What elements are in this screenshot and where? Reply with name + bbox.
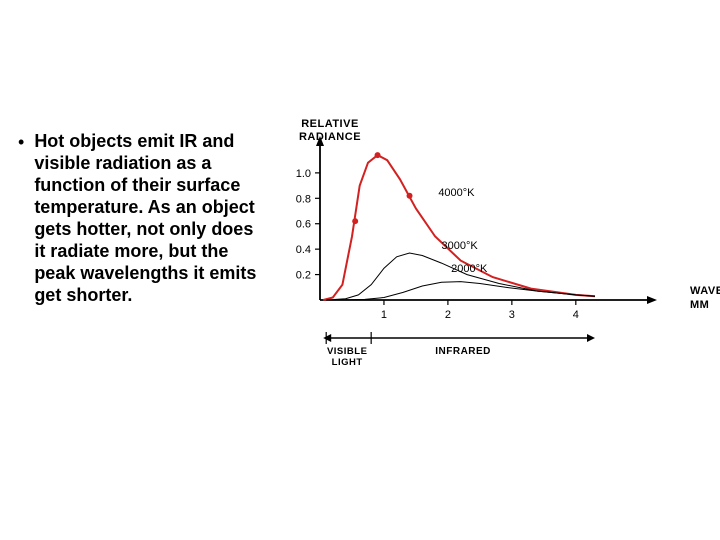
y-tick-label: 0.6 (296, 219, 311, 231)
bullet-text: Hot objects emit IR and visible radiatio… (34, 130, 265, 306)
curve-marker (352, 218, 358, 224)
x-tick-label: 2 (445, 309, 451, 321)
curve-4000°K (323, 155, 595, 300)
spectrum-arrow-right (587, 334, 595, 342)
curve-marker (375, 152, 381, 158)
y-axis-title-2: RADIANCE (299, 131, 361, 143)
x-axis-label-2: MM (690, 299, 709, 311)
x-axis-arrow (647, 296, 657, 304)
radiance-chart: RELATIVERADIANCE 0.2 0.4 0.6 0.8 1.0 1 2 3 4 WAVEL… (265, 115, 720, 385)
curve-label: 3000°K (442, 240, 479, 252)
x-tick-label: 3 (509, 309, 515, 321)
x-tick-label: 1 (381, 309, 387, 321)
infrared-label: INFRARED (435, 346, 491, 357)
x-tick-label: 4 (573, 309, 579, 321)
curve-label: 4000°K (438, 187, 475, 199)
y-tick-label: 0.4 (296, 244, 311, 256)
y-axis-title: RELATIVE (301, 118, 359, 130)
y-tick-label: 0.2 (296, 270, 311, 282)
spectrum-arrow-left (323, 334, 331, 342)
visible-label-1: VISIBLE (327, 346, 367, 357)
curve-2000°K (333, 282, 595, 300)
bullet-block: • Hot objects emit IR and visible radiat… (0, 130, 265, 306)
y-tick-label: 0.8 (296, 193, 311, 205)
curve-marker (407, 193, 413, 199)
x-axis-label-1: WAVELENGTH (690, 285, 720, 297)
visible-label-2: LIGHT (332, 357, 363, 368)
bullet-dot: • (18, 130, 24, 153)
curve-label: 2000°K (451, 263, 488, 275)
y-tick-label: 1.0 (296, 168, 311, 180)
